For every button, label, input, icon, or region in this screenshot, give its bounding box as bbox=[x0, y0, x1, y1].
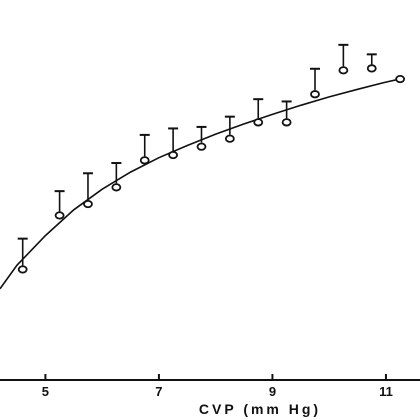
x-axis: 5 7 9 11 bbox=[0, 374, 420, 399]
data-point-10 bbox=[310, 90, 320, 99]
data-points-group bbox=[17, 43, 406, 274]
data-point-13 bbox=[395, 74, 406, 84]
x-tick-label-7: 7 bbox=[155, 384, 162, 399]
data-point-7 bbox=[224, 134, 235, 143]
x-tick-label-5: 5 bbox=[42, 384, 49, 399]
fit-curve-line bbox=[0, 77, 404, 290]
x-tick-label-9: 9 bbox=[269, 384, 276, 399]
x-tick-label-11: 11 bbox=[379, 384, 393, 399]
data-point-12 bbox=[366, 64, 377, 73]
data-point-3 bbox=[111, 183, 122, 192]
fit-curve-group bbox=[0, 77, 404, 290]
data-point-9 bbox=[281, 118, 292, 127]
data-point-4 bbox=[139, 156, 150, 165]
data-point-8 bbox=[253, 118, 264, 127]
data-point-6 bbox=[196, 142, 207, 151]
data-point-11 bbox=[338, 66, 349, 75]
data-point-2 bbox=[83, 199, 93, 209]
data-point-5 bbox=[168, 150, 179, 160]
x-axis-title: CVP (mm Hg) bbox=[199, 401, 321, 417]
data-point-0 bbox=[17, 265, 28, 274]
data-point-1 bbox=[54, 211, 65, 220]
